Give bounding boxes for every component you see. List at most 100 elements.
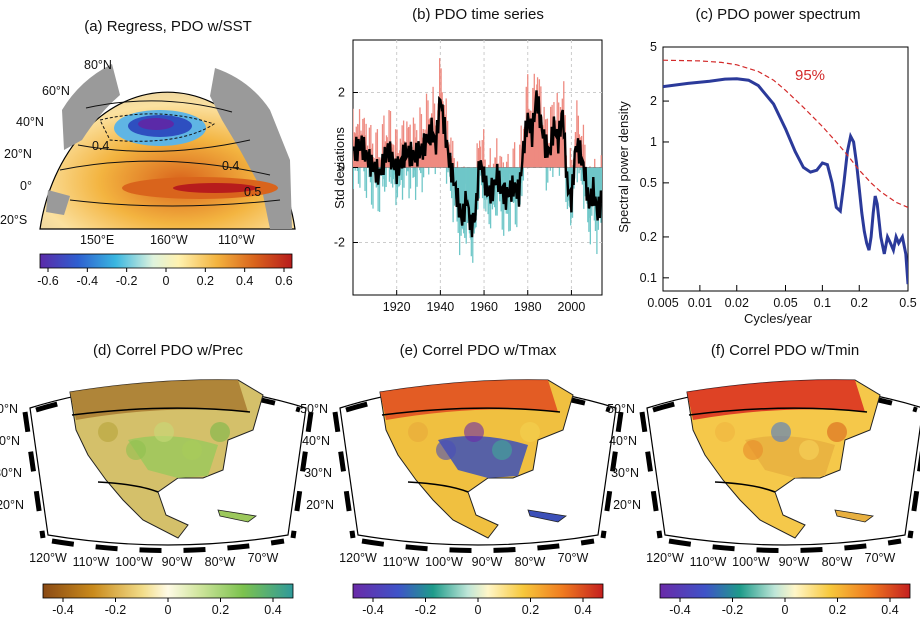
colorbar-tick-label: 0.6 xyxy=(275,274,292,288)
lon-label: 80°W xyxy=(205,555,236,569)
colorbar-tick-label: -0.4 xyxy=(52,603,74,617)
panel-d-title: (d) Correl PDO w/Prec xyxy=(93,342,244,359)
colorbar-e xyxy=(352,583,604,599)
y-tick-label: 0.1 xyxy=(640,271,657,285)
colorbar-tick-label: -0.4 xyxy=(669,603,691,617)
anomaly-patch xyxy=(827,422,847,442)
map-panel-f: (f) Correl PDO w/Tmin 50°N 40°N 30°N 20°N 120… xyxy=(607,342,920,617)
lon-label: 110°W xyxy=(73,555,110,569)
anomaly-patch xyxy=(464,422,484,442)
sst-colorbar xyxy=(39,253,293,269)
lon-label: 120°W xyxy=(339,551,377,565)
colorbar-tick-label: -0.4 xyxy=(77,274,99,288)
x-tick-label: 0.01 xyxy=(688,296,712,310)
panel-a-lon-labels: 150°E 160°W 110°W xyxy=(80,233,255,247)
lat-label: 30°N xyxy=(0,466,22,480)
x-tick-label: 0.1 xyxy=(814,296,831,310)
lon-label: 90°W xyxy=(779,555,810,569)
colorbar-tick-label: 0 xyxy=(475,603,482,617)
panel-c-ylabel: Spectral power density xyxy=(616,101,631,233)
x-tick-label: 2000 xyxy=(558,300,586,314)
panel-c-title: (c) PDO power spectrum xyxy=(695,6,860,23)
anomaly-patch xyxy=(98,422,118,442)
colorbar-tick-label: -0.2 xyxy=(116,274,138,288)
y-tick-label: 0.2 xyxy=(640,230,657,244)
anomaly-patch xyxy=(126,440,146,460)
us-canada-border xyxy=(71,407,251,416)
lon-label: 110°W xyxy=(690,555,727,569)
contour-label: 0.4 xyxy=(222,159,239,173)
panel-b-ylabel: Std deviations xyxy=(332,127,347,209)
panel-c: (c) PDO power spectrum Spectral power de… xyxy=(616,6,917,326)
lat-label: 20°N xyxy=(613,498,641,512)
colorbar-tick-label: 0.2 xyxy=(197,274,214,288)
anomaly-patch xyxy=(771,422,791,442)
y-tick-label: 1 xyxy=(650,135,657,149)
panel-a-lat-labels: 80°N 60°N 40°N 20°N 0° 20°S xyxy=(0,58,112,227)
sst-colorbar-ticks: -0.6 -0.4 -0.2 0 0.2 0.4 0.6 xyxy=(37,268,293,288)
significance-label: 95% xyxy=(795,67,825,84)
lat-label: 40°N xyxy=(609,434,637,448)
lat-label: 30°N xyxy=(611,466,639,480)
lon-label: 120°W xyxy=(29,551,67,565)
anomaly-patch xyxy=(743,440,763,460)
x-tick-label: 0.005 xyxy=(647,296,678,310)
anomaly-patch xyxy=(154,422,174,442)
colorbar-tick-label: 0 xyxy=(782,603,789,617)
anomaly-patch xyxy=(408,422,428,442)
lat-label: 20°S xyxy=(0,213,27,227)
panel-a-title: (a) Regress, PDO w/SST xyxy=(84,18,252,35)
lon-label: 90°W xyxy=(162,555,193,569)
map-panel-e: (e) Correl PDO w/Tmax 50°N 40°N 30°N 20°N 120… xyxy=(300,342,624,617)
colorbar-tick-label: -0.2 xyxy=(415,603,437,617)
smoothed-series-line xyxy=(353,90,602,238)
panel-c-series xyxy=(663,59,908,285)
us-mexico-border xyxy=(407,481,469,493)
colorbar-tick-label: 0.4 xyxy=(264,603,281,617)
lat-label: 40°N xyxy=(16,115,44,129)
colorbar-tick-label: -0.2 xyxy=(105,603,127,617)
colorbar-tick-label: 0 xyxy=(165,603,172,617)
lon-label: 100°W xyxy=(115,555,153,569)
contour-label: 0.4 xyxy=(92,139,109,153)
y-tick-label: 0 xyxy=(338,161,345,175)
colorbar-tick-label: 0.4 xyxy=(881,603,898,617)
panel-f-title: (f) Correl PDO w/Tmin xyxy=(711,342,859,359)
lat-label: 50°N xyxy=(607,402,635,416)
y-tick-label: -2 xyxy=(334,236,345,250)
lon-label: 80°W xyxy=(515,555,546,569)
lon-label: 70°W xyxy=(865,551,896,565)
sst-contours xyxy=(59,100,281,207)
lon-label: 90°W xyxy=(472,555,503,569)
maritime-land xyxy=(46,190,70,215)
anomaly-patch xyxy=(210,422,230,442)
y-tick-label: 0.5 xyxy=(640,176,657,190)
panel-b-title: (b) PDO time series xyxy=(412,6,544,23)
lat-label: 40°N xyxy=(302,434,330,448)
panel-c-xlabel: Cycles/year xyxy=(744,311,813,326)
spectrum-line xyxy=(663,77,908,285)
lat-label: 60°N xyxy=(42,84,70,98)
caribbean-islands xyxy=(527,509,567,523)
panel-c-ticks: 0.005 0.01 0.02 0.05 0.1 0.2 0.5 5 2 1 0.5 0.2 0.1 xyxy=(640,40,917,310)
y-tick-label: 2 xyxy=(338,86,345,100)
lat-label: 40°N xyxy=(0,434,20,448)
lon-label: 70°W xyxy=(248,551,279,565)
us-mexico-border xyxy=(97,481,159,493)
panel-b-smoothed xyxy=(353,90,602,238)
colorbar-tick-label: -0.4 xyxy=(362,603,384,617)
panel-e-title: (e) Correl PDO w/Tmax xyxy=(400,342,557,359)
colorbar-d xyxy=(42,583,294,599)
x-tick-label: 0.02 xyxy=(725,296,749,310)
lon-label: 150°E xyxy=(80,233,114,247)
lat-label: 30°N xyxy=(304,466,332,480)
colorbar-tick-label: 0.2 xyxy=(212,603,229,617)
lat-label: 0° xyxy=(20,179,32,193)
x-tick-label: 0.05 xyxy=(773,296,797,310)
lat-label: 20°N xyxy=(4,147,32,161)
colorbar-tick-label: 0.4 xyxy=(236,274,253,288)
us-canada-border xyxy=(688,407,868,416)
sst-map: 0.4 0.4 0.5 xyxy=(39,64,296,230)
contour-label: 0.5 xyxy=(244,185,261,199)
